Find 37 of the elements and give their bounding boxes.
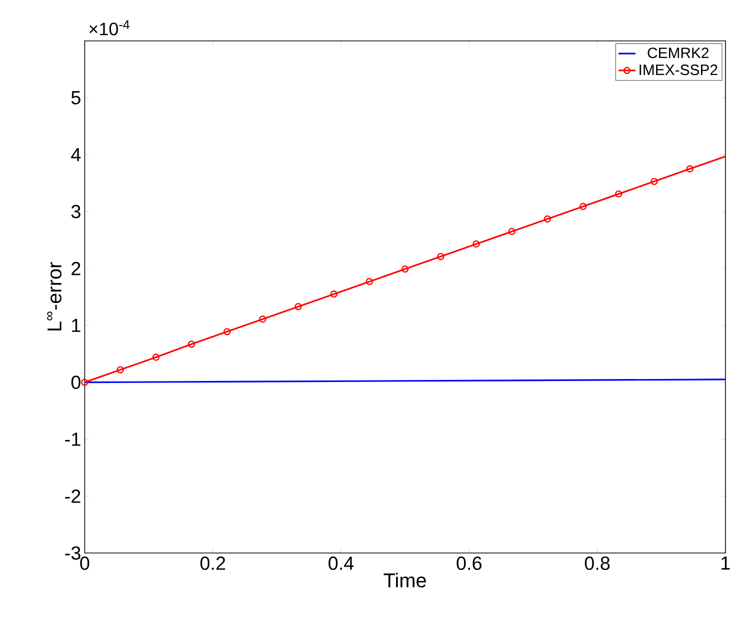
point	[472, 240, 480, 248]
point	[437, 253, 444, 260]
point	[294, 303, 302, 310]
point	[116, 366, 124, 374]
y-tick-label: 2	[72, 262, 80, 276]
y-tick-label: 1	[72, 319, 80, 332]
point	[508, 228, 516, 236]
y-tick-label: -1	[65, 432, 80, 446]
point	[401, 266, 409, 273]
x-tick-label: 0.6	[456, 556, 482, 570]
x-tick-label: 0.4	[328, 556, 354, 570]
point	[259, 316, 266, 323]
point	[223, 328, 231, 336]
text: ×10$^{-4}$	[89, 20, 130, 36]
y-axis-title: L$^{∞}$-error	[47, 262, 62, 331]
point	[615, 190, 622, 198]
legend-label: IMEX-SSP2	[640, 64, 718, 76]
y-tick-label: -3	[65, 546, 80, 560]
x-tick-label: 0.8	[584, 556, 610, 570]
y-tick-label: 4	[71, 148, 81, 162]
point	[686, 165, 694, 173]
y-tick-label: -2	[65, 490, 80, 503]
y-tick-label: 0	[71, 376, 80, 390]
legend-label: CEMRK2	[648, 48, 709, 58]
y-tick-label: 5	[71, 91, 80, 104]
point	[330, 290, 338, 298]
point	[366, 278, 374, 286]
point	[544, 216, 552, 223]
y-tick-label: 3	[71, 204, 80, 218]
point	[188, 340, 196, 348]
x-tick-label: 0.2	[200, 556, 226, 570]
point	[650, 178, 658, 186]
x-axis-title: Time	[384, 572, 426, 588]
point	[579, 202, 587, 210]
x-tick-label: 0	[80, 556, 90, 570]
point	[152, 354, 160, 361]
x-tick-label: 1	[722, 556, 730, 570]
